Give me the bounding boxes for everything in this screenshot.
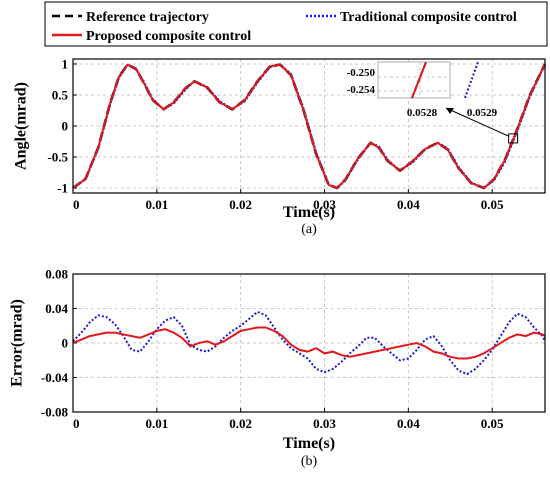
x-tick-label: 0.05	[481, 197, 504, 212]
y-tick-label: -0.5	[47, 150, 68, 165]
panel-b: 0 0.01 0.02 0.03 0.04 0.05 -0.08 -0.04 0 0.04 0.08…	[9, 267, 546, 469]
series-line-solid	[72, 63, 546, 189]
panel-a-frame	[72, 58, 546, 194]
legend-box	[44, 1, 548, 47]
y-tick-label: 0.08	[45, 267, 68, 282]
zoom-arrow	[445, 107, 510, 137]
y-tick-label: 0.5	[52, 87, 69, 102]
zoom-marker	[508, 133, 519, 144]
y-tick-label: 1	[62, 56, 69, 71]
y-tick-label: -1	[57, 181, 68, 196]
y-tick-label: -0.04	[41, 370, 69, 385]
inset-y-tick-label: -0.250	[347, 67, 376, 79]
inset-traditional-line	[464, 61, 479, 99]
panel-b-caption: (b)	[301, 454, 318, 469]
inset-y-tick-label: -0.254	[347, 84, 376, 96]
panel-b-tick-labels: 0 0.01 0.02 0.03 0.04 0.05 -0.08 -0.04 0 0.04 0.08	[41, 267, 504, 432]
panel-b-x-axis-label: Time(s)	[283, 435, 335, 452]
x-tick-label: 0.01	[145, 416, 168, 431]
panel-a-tick-labels: 0 0.01 0.02 0.03 0.04 0.05 -1 -0.5 0 0.5 1	[47, 56, 504, 212]
x-tick-label: 0.03	[313, 416, 336, 431]
x-tick-label: 0.02	[229, 197, 252, 212]
zoom-inset: -0.250 -0.254 0.0528 0.0529	[347, 61, 519, 144]
x-tick-label: 0	[73, 197, 80, 212]
panel-a: 0 0.01 0.02 0.03 0.04 0.05 -1 -0.5 0 0.5 1 Time(s)…	[13, 56, 547, 237]
x-tick-label: 0.04	[397, 416, 420, 431]
panel-b-frame	[72, 273, 546, 413]
legend-label-traditional: Traditional composite control	[340, 10, 517, 25]
panel-b-grid	[72, 273, 545, 413]
y-tick-label: -0.08	[41, 405, 69, 420]
panel-a-x-axis-label: Time(s)	[283, 204, 335, 221]
inset-x-tick-label: 0.0528	[407, 107, 438, 119]
inset-proposed-line	[411, 61, 427, 99]
panel-b-lines	[72, 310, 546, 376]
panel-a-lines	[72, 63, 547, 190]
legend: Reference trajectory Traditional composi…	[44, 1, 548, 47]
panel-b-y-axis-label: Error(mrad)	[9, 299, 26, 387]
inset-x-tick-label: 0.0529	[467, 107, 498, 119]
legend-label-reference: Reference trajectory	[86, 10, 209, 25]
y-tick-label: 0	[62, 119, 69, 134]
series-line-dotted	[72, 310, 546, 376]
x-tick-label: 0.03	[313, 197, 336, 212]
panel-a-y-axis-label: Angle(mrad)	[13, 82, 30, 170]
zoom-arrow-head	[446, 108, 454, 114]
panel-a-caption: (a)	[301, 222, 317, 237]
panel-a-grid	[72, 59, 545, 193]
legend-label-proposed: Proposed composite control	[86, 29, 251, 44]
x-tick-label: 0	[73, 416, 80, 431]
x-tick-label: 0.01	[145, 197, 168, 212]
x-tick-label: 0.02	[229, 416, 252, 431]
y-tick-label: 0.04	[45, 301, 68, 316]
x-tick-label: 0.04	[397, 197, 420, 212]
y-tick-label: 0	[62, 336, 69, 351]
x-tick-label: 0.05	[481, 416, 504, 431]
series-line-solid	[72, 326, 546, 360]
